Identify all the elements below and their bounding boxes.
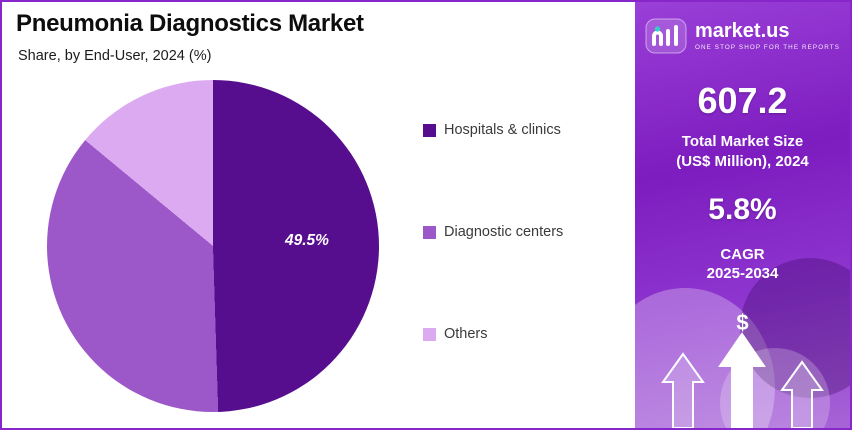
market-size-value: 607.2 <box>697 80 788 121</box>
pie-slice-label: 49.5% <box>285 232 329 249</box>
decorative-blob <box>740 258 850 398</box>
brand-logo: market.us ONE STOP SHOP FOR THE REPORTS <box>645 18 840 54</box>
growth-arrows-icon <box>661 332 824 428</box>
market-us-logo-icon <box>645 18 687 54</box>
dollar-sign: $ <box>736 309 749 335</box>
sidebar: market.us ONE STOP SHOP FOR THE REPORTS … <box>635 2 850 428</box>
market-size-label: Total Market Size (US$ Million), 2024 <box>676 133 809 171</box>
cagr-period: 2025-2034 <box>706 265 779 282</box>
cagr-value: 5.8% <box>708 192 777 226</box>
legend-swatch-others <box>423 327 436 341</box>
legend-label: Others <box>444 326 488 342</box>
legend-label: Hospitals & clinics <box>444 122 561 138</box>
sidebar-content: market.us ONE STOP SHOP FOR THE REPORTS … <box>635 2 850 428</box>
legend-swatch-hospitals <box>423 123 436 137</box>
chart-subtitle: Share, by End-User, 2024 (%) <box>18 48 212 64</box>
cagr-label: CAGR 2025-2034 <box>706 245 779 283</box>
legend-item-hospitals: Hospitals & clinics <box>423 122 563 138</box>
page-title: Pneumonia Diagnostics Market <box>16 10 364 37</box>
legend-item-others: Others <box>423 326 563 342</box>
legend-item-diagnostic-centers: Diagnostic centers <box>423 224 563 240</box>
chart-area: Pneumonia Diagnostics Market Share, by E… <box>2 2 635 428</box>
logo-tagline: ONE STOP SHOP FOR THE REPORTS <box>694 44 841 51</box>
logo-name: market.us <box>694 20 790 42</box>
legend-swatch-diagnostic-centers <box>423 225 436 239</box>
legend-label: Diagnostic centers <box>444 224 564 240</box>
pie-graphic <box>47 80 379 412</box>
legend: Hospitals & clinics Diagnostic centers O… <box>423 122 563 342</box>
pie-chart: 49.5% <box>47 80 379 412</box>
